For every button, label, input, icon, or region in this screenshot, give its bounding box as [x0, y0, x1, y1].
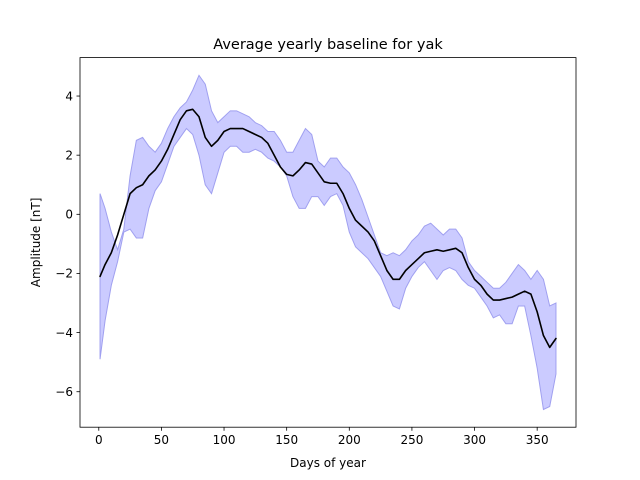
y-tick-label: −4	[55, 326, 73, 340]
x-axis-ticks: 0 50 100 150 200 250 300 350	[95, 427, 549, 447]
x-tick-label: 100	[213, 433, 236, 447]
x-axis-label: Days of year	[290, 456, 366, 470]
baseline-series-line	[99, 108, 557, 349]
y-tick-label: 2	[65, 148, 73, 162]
x-tick-label: 250	[400, 433, 423, 447]
chart-title: Average yearly baseline for yak	[213, 37, 443, 53]
uncertainty-band	[99, 74, 557, 411]
x-tick-label: 50	[154, 433, 169, 447]
y-tick-label: 0	[65, 208, 73, 222]
x-tick-label: 150	[275, 433, 298, 447]
y-axis-ticks: −6 −4 −2 0 2 4	[55, 89, 80, 399]
x-tick-label: 350	[526, 433, 549, 447]
x-tick-label: 200	[338, 433, 361, 447]
axes-frame	[79, 57, 577, 428]
y-tick-label: 4	[65, 89, 73, 103]
y-tick-label: −6	[55, 385, 73, 399]
x-tick-label: 0	[95, 433, 103, 447]
y-tick-label: −2	[55, 267, 73, 281]
x-tick-label: 300	[463, 433, 486, 447]
y-axis-label: Amplitude [nT]	[29, 198, 43, 288]
plot-area	[99, 74, 557, 411]
